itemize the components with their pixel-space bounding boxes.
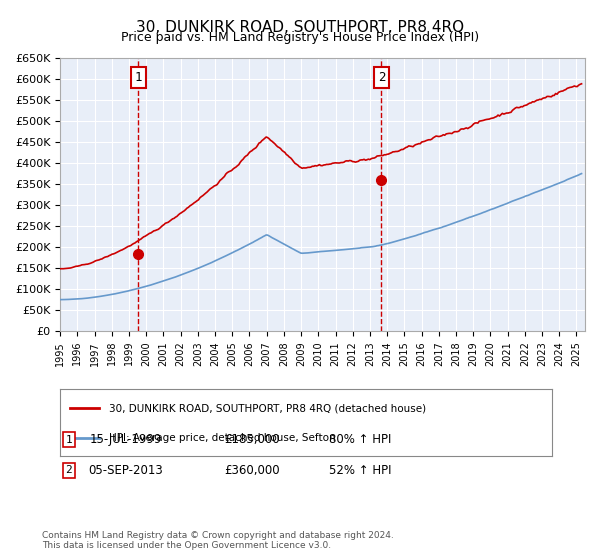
Text: £360,000: £360,000 bbox=[224, 464, 280, 477]
Text: Price paid vs. HM Land Registry's House Price Index (HPI): Price paid vs. HM Land Registry's House … bbox=[121, 31, 479, 44]
Text: 52% ↑ HPI: 52% ↑ HPI bbox=[329, 464, 391, 477]
Text: 2: 2 bbox=[378, 71, 385, 84]
Text: 1: 1 bbox=[134, 71, 142, 84]
Text: 30, DUNKIRK ROAD, SOUTHPORT, PR8 4RQ: 30, DUNKIRK ROAD, SOUTHPORT, PR8 4RQ bbox=[136, 20, 464, 35]
Text: Contains HM Land Registry data © Crown copyright and database right 2024.
This d: Contains HM Land Registry data © Crown c… bbox=[42, 530, 394, 550]
Text: 1: 1 bbox=[65, 435, 73, 445]
Text: HPI: Average price, detached house, Sefton: HPI: Average price, detached house, Seft… bbox=[109, 432, 336, 442]
Text: 05-SEP-2013: 05-SEP-2013 bbox=[89, 464, 163, 477]
Text: 30, DUNKIRK ROAD, SOUTHPORT, PR8 4RQ (detached house): 30, DUNKIRK ROAD, SOUTHPORT, PR8 4RQ (de… bbox=[109, 403, 427, 413]
Text: £185,000: £185,000 bbox=[224, 433, 280, 446]
Text: 15-JUL-1999: 15-JUL-1999 bbox=[90, 433, 162, 446]
Text: 2: 2 bbox=[65, 465, 73, 475]
Text: 80% ↑ HPI: 80% ↑ HPI bbox=[329, 433, 391, 446]
